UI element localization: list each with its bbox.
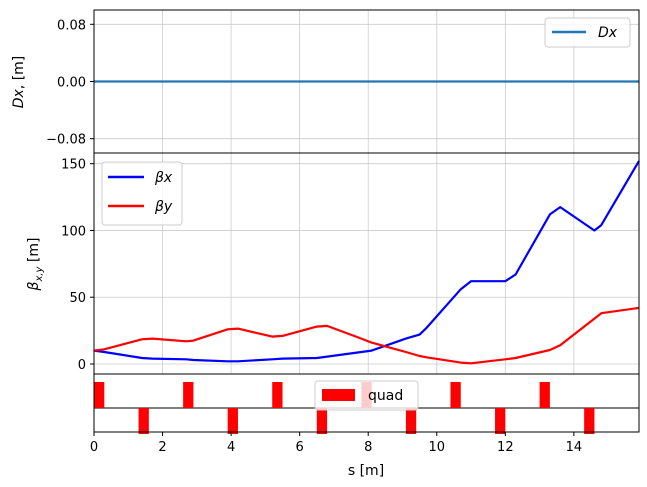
quad-bar-10 — [539, 382, 550, 408]
ytick-label-3: 150 — [61, 158, 86, 173]
s-axis-label: s [m] — [348, 463, 384, 479]
xtick-label-6: 12 — [497, 440, 514, 455]
dispersion-legend-box — [544, 17, 631, 48]
series-line-y-1 — [93, 306, 640, 365]
quad-bar-9 — [495, 408, 506, 434]
quad-bar-11 — [584, 408, 595, 434]
legend-quad-label: quad — [368, 388, 403, 404]
xtick-label-1: 2 — [158, 440, 166, 455]
legend-betax-label: βx — [154, 170, 173, 186]
quad-bar-2 — [183, 382, 194, 408]
ytick-label-0: 0 — [78, 358, 86, 373]
beta-yticks: 0 50 100 150 — [61, 158, 94, 373]
legend-quad-swatch — [322, 389, 355, 401]
xtick-label-0: 0 — [90, 440, 98, 455]
xtick-label-5: 10 — [428, 440, 445, 455]
quad-bar-8 — [450, 382, 461, 408]
quad-bar-4 — [272, 382, 283, 408]
legend-dx-label: Dx — [598, 25, 618, 41]
beta-series — [93, 160, 640, 365]
quad-bar-5 — [316, 408, 328, 434]
magnet-legend: quad — [314, 380, 419, 411]
dispersion-ylabel: Dx, [m] — [11, 56, 27, 109]
ytick-label-2: 0.08 — [57, 18, 86, 33]
dispersion-legend: Dx — [544, 17, 631, 48]
xtick-label-4: 8 — [364, 440, 372, 455]
ytick-label-0: −0.08 — [46, 133, 86, 148]
quad-bar-3 — [227, 408, 238, 434]
ytick-label-1: 0.00 — [57, 76, 86, 91]
legend-betay-label: βy — [154, 199, 173, 215]
quad-bar-1 — [138, 408, 149, 434]
beta-legend: βx βy — [101, 161, 183, 226]
ytick-label-1: 50 — [69, 291, 86, 306]
quad-bar-0 — [94, 382, 105, 408]
xtick-label-3: 6 — [296, 440, 304, 455]
beta-grid — [93, 153, 639, 374]
beta-panel: 0 50 100 150 βx,y [m] βx βy — [26, 152, 640, 375]
magnet-panel: 0 2 4 6 8 10 12 14 quad s [m] — [90, 373, 640, 479]
ytick-label-2: 100 — [61, 224, 86, 239]
beta-ylabel: βx,y [m] — [26, 238, 45, 292]
xtick-label-7: 14 — [566, 440, 583, 455]
dispersion-yticks: −0.08 0.00 0.08 — [46, 18, 94, 148]
magnet-frame — [93, 373, 640, 433]
series-line-x-0 — [93, 160, 640, 363]
magnet-legend-box — [314, 380, 419, 411]
xtick-label-2: 4 — [227, 440, 235, 455]
quad-bar-7 — [405, 408, 417, 434]
s-axis-ticks: 0 2 4 6 8 10 12 14 — [90, 432, 582, 455]
dispersion-panel: −0.08 0.00 0.08 Dx, [m] Dx — [11, 9, 640, 154]
